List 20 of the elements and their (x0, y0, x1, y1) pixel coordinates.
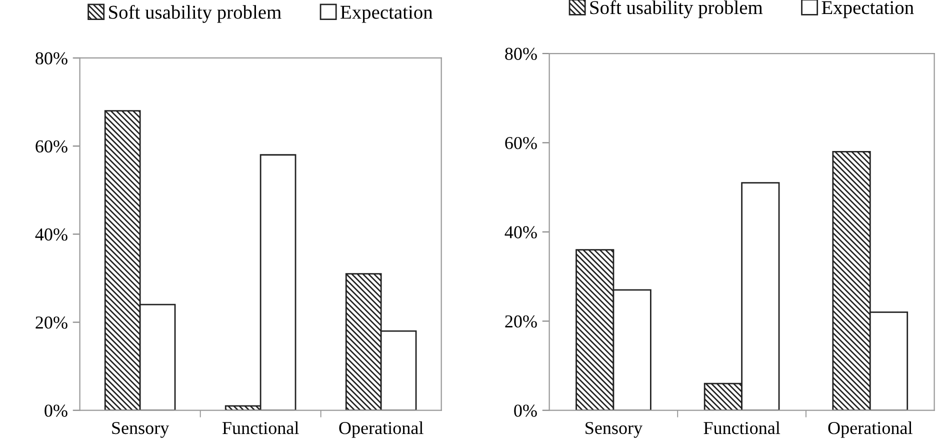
x-tick-label: Functional (704, 421, 780, 434)
y-tick-label: 60% (36, 140, 68, 153)
y-tick-label: 40% (504, 226, 537, 238)
legend-label: Soft usability problem (109, 4, 282, 23)
y-tick-label: 20% (505, 315, 537, 328)
y-tick-label: 80% (36, 52, 68, 64)
y-tick-label: 20% (36, 316, 68, 329)
x-tick-label: Operational (339, 421, 424, 438)
x-tick-label: Functional (222, 421, 299, 434)
y-tick-label: 0% (514, 404, 537, 417)
y-tick-label: 40% (35, 228, 68, 241)
x-tick-label: Sensory (112, 422, 170, 438)
y-tick-label: 60% (505, 136, 537, 150)
legend-label: Expectation (340, 6, 433, 23)
x-tick-label: Operational (828, 421, 912, 438)
x-tick-label: Sensory (586, 422, 642, 438)
legend-label: Soft usability problem (590, 0, 763, 18)
y-tick-label: 0% (44, 404, 68, 417)
y-tick-label: 80% (505, 48, 537, 60)
legend-label: Expectation (822, 1, 914, 18)
